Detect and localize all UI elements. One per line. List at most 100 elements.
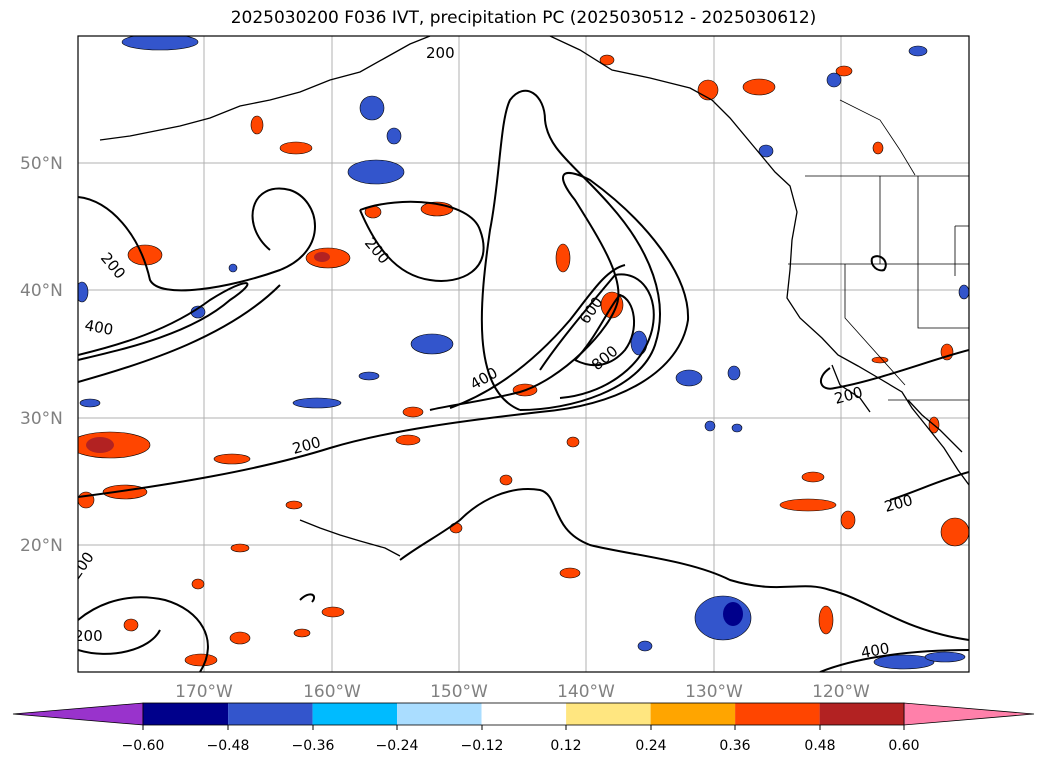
contour-400-south — [819, 649, 969, 672]
lat-label-40n: 40°N — [20, 281, 63, 301]
colorbar-segment — [228, 703, 313, 725]
colorbar-extend-right — [903, 702, 1035, 726]
lat-label-30n: 30°N — [20, 409, 63, 429]
precip-positive-blob — [835, 65, 853, 77]
coastlines — [99, 36, 969, 557]
lon-label-140w: 140°W — [557, 682, 615, 702]
precip-positive-blob — [697, 79, 719, 101]
contour-400-west — [78, 282, 249, 361]
colorbar-frame — [142, 702, 905, 726]
colorbar-tick-label: 0.24 — [635, 738, 666, 754]
lat-label-50n: 50°N — [20, 154, 63, 174]
precip-positive-blob — [555, 243, 571, 273]
precip-negative-blob — [908, 45, 928, 57]
precip-positive-blob — [123, 618, 139, 632]
precip-negative-blob — [386, 127, 402, 145]
precip-negative-blob — [731, 423, 743, 433]
lon-label-130w: 130°W — [685, 682, 743, 702]
precip-positive-blob — [566, 436, 580, 448]
precip-positive-blob — [402, 406, 424, 418]
precip-negative-blob — [410, 333, 454, 355]
precip-negative-blob — [704, 420, 716, 432]
aleutian-outline — [99, 36, 431, 141]
precip-negative-blob — [228, 263, 238, 273]
precip-positive-blob — [279, 141, 313, 155]
precip-negative-blob — [359, 95, 385, 121]
precip-positive-blob — [293, 628, 311, 638]
west-coast-outline — [549, 36, 969, 486]
colorbar-segment — [397, 703, 482, 725]
contour-200-sw — [78, 596, 209, 672]
precip-negative-blob — [758, 144, 774, 158]
state-borders — [788, 99, 969, 401]
map-title: 2025030200 F036 IVT, precipitation PC (2… — [230, 8, 817, 28]
contour-400-plume — [449, 264, 626, 409]
colorbar-tick-label: 0.60 — [888, 738, 919, 754]
precip-negative-blob — [358, 371, 380, 381]
precip-positive-blob — [872, 141, 884, 155]
contour-200-sw-inner — [78, 629, 161, 655]
precip-positive-blob — [230, 543, 250, 553]
contour-200-mid — [359, 200, 485, 282]
precip-positive-blob — [940, 517, 969, 547]
ivt-contours — [78, 89, 969, 672]
colorbar-tick-label: −0.12 — [461, 738, 504, 754]
precip-positive-blob — [213, 453, 251, 465]
contour-200-plume — [480, 89, 661, 411]
contour-200-small — [299, 593, 316, 603]
contour-label: 400 — [860, 639, 891, 662]
colorbar-segment — [481, 703, 567, 725]
colorbar-tick-label: 0.36 — [719, 738, 750, 754]
precip-positive-blob — [742, 78, 776, 96]
precip-positive-blob — [229, 631, 251, 645]
precip-positive-blob — [599, 54, 615, 66]
contour-200-inner — [429, 299, 619, 411]
longitude-labels: 170°W 160°W 150°W 140°W 130°W 120°W — [175, 682, 870, 702]
hawaii-outline — [299, 519, 401, 557]
latitude-labels: 50°N 40°N 30°N 20°N — [20, 154, 63, 556]
map-area — [78, 36, 969, 672]
precip-negative-blob — [637, 640, 653, 652]
precip-positive-blob — [871, 356, 889, 364]
contour-200-inland — [870, 255, 887, 272]
precip-negative-blob — [694, 595, 752, 641]
lat-label-20n: 20°N — [20, 536, 63, 556]
precip-negative-blob — [292, 397, 342, 409]
precip-negative-blob — [873, 654, 935, 670]
colorbar-segment — [735, 703, 820, 725]
precip-positive-blob — [499, 474, 513, 486]
precip-positive-blob — [818, 605, 834, 635]
contour-400-west-outer — [78, 284, 281, 383]
colorbar-extend-left — [12, 702, 144, 726]
precip-negative-blob — [727, 365, 741, 381]
precip-positive-blob — [250, 115, 264, 135]
lon-label-170w: 170°W — [175, 682, 233, 702]
contour-200-coast — [820, 349, 969, 390]
gridlines — [78, 36, 969, 672]
precip-negative-blob — [826, 72, 842, 88]
precip-positive-core — [86, 437, 114, 453]
colorbar-segment — [312, 703, 398, 725]
precip-positive-blob — [184, 653, 218, 667]
precip-positive-blob — [321, 606, 345, 618]
precip-negative-blob — [79, 398, 101, 408]
colorbar-tick-label: 0.12 — [550, 738, 581, 754]
contour-800 — [574, 293, 636, 367]
precip-positive-blob — [449, 522, 463, 534]
gulf-outline — [907, 399, 963, 453]
precip-negative-blob — [121, 36, 199, 51]
precip-positive-core — [314, 252, 330, 262]
colorbar: −0.60 −0.48 −0.36 −0.24 −0.12 0.12 0.24 … — [12, 702, 1035, 754]
colorbar-tick-label: −0.24 — [376, 738, 419, 754]
precip-positive-blob — [191, 578, 205, 590]
colorbar-tick-label: −0.36 — [292, 738, 335, 754]
contour-600 — [539, 273, 655, 399]
colorbar-segment — [143, 703, 229, 725]
lon-label-150w: 150°W — [430, 682, 488, 702]
lon-label-160w: 160°W — [303, 682, 361, 702]
precip-negative-blob — [924, 651, 966, 663]
precip-negative-blob — [78, 281, 89, 303]
precip-positive-blob — [779, 498, 837, 512]
contour-200-main — [78, 171, 690, 498]
